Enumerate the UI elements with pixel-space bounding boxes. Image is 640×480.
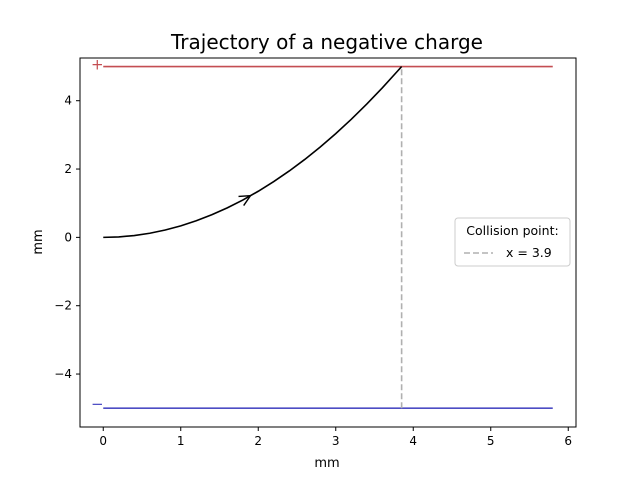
y-tick-label: 0 [64, 230, 72, 244]
x-tick-label: 2 [254, 434, 262, 448]
y-tick-label: −4 [54, 367, 72, 381]
x-tick-label: 5 [487, 434, 495, 448]
x-tick-label: 3 [332, 434, 340, 448]
positive-plate-sign: + [91, 56, 104, 74]
plot-area: 0 1 2 3 4 5 6 −4 −2 0 2 4 + − [54, 56, 577, 448]
y-tick-label: −2 [54, 299, 72, 313]
chart-title: Trajectory of a negative charge [170, 30, 483, 54]
x-tick-label: 4 [409, 434, 417, 448]
x-tick-label: 0 [99, 434, 107, 448]
trajectory-line [103, 66, 403, 239]
direction-arrow [238, 194, 252, 206]
y-tick-label: 4 [64, 94, 72, 108]
y-axis-label: mm [31, 229, 46, 254]
x-tick-label: 6 [564, 434, 572, 448]
negative-plate-sign: − [91, 395, 104, 413]
axes-frame [79, 57, 577, 428]
y-tick-label: 2 [64, 162, 72, 176]
legend-box [454, 217, 571, 267]
x-axis-label: mm [314, 456, 339, 471]
x-tick-label: 1 [177, 434, 185, 448]
legend: Collision point: x = 3.9 [454, 217, 571, 267]
legend-entry-label: x = 3.9 [506, 245, 552, 260]
legend-title: Collision point: [466, 223, 558, 238]
